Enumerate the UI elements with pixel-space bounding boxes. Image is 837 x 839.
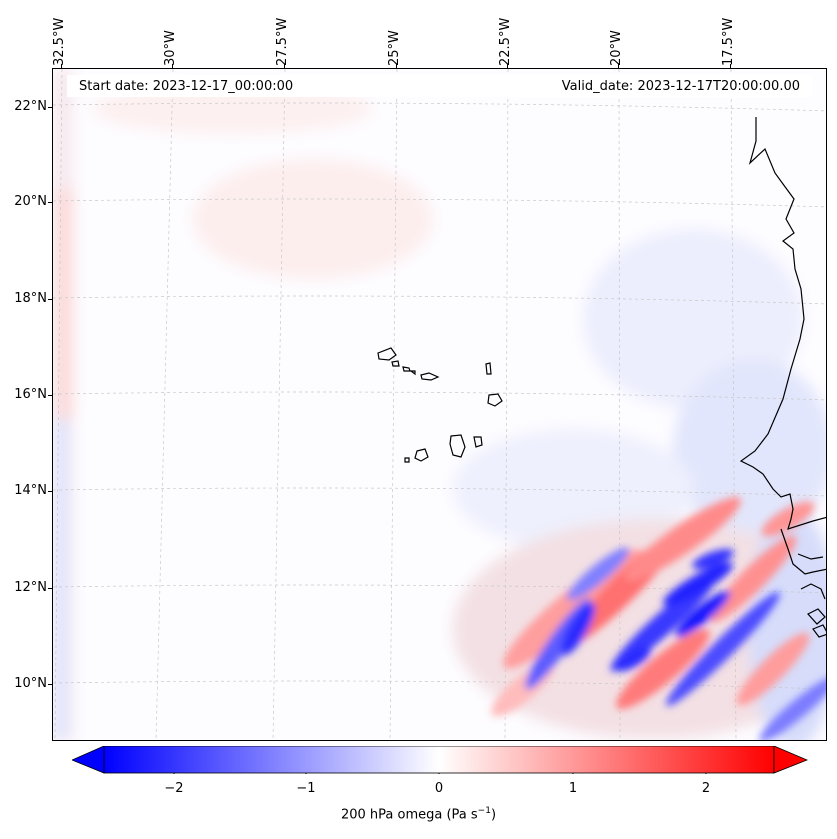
lon-label-30w: 30°W — [163, 30, 178, 66]
lon-tick — [284, 64, 285, 68]
lon-label-20w: 20°W — [609, 30, 624, 66]
lat-tick — [48, 202, 52, 203]
omega-field — [53, 69, 826, 740]
lat-tick — [48, 588, 52, 589]
lon-label-22-5w: 22.5°W — [498, 17, 513, 66]
lat-label-22n: 22°N — [14, 99, 47, 114]
lon-tick — [730, 64, 731, 68]
start-date-label: Start date: 2023-12-17_00:00:00 — [79, 79, 294, 94]
cape-verde-islands — [377, 347, 503, 463]
map-panel: Start date: 2023-12-17_00:00:00 Valid_da… — [52, 68, 827, 741]
colorbar-tick-neg2: −2 — [164, 781, 184, 796]
lat-label-14n: 14°N — [14, 483, 47, 498]
colorbar-ticks — [173, 773, 707, 774]
colorbar-label: 200 hPa omega (Pa s−1) — [340, 806, 497, 823]
lat-label-16n: 16°N — [14, 387, 47, 402]
lon-tick — [172, 64, 173, 68]
colorbar-tick-0: 0 — [434, 781, 444, 796]
lon-tick — [396, 64, 397, 68]
omega-background-field — [53, 69, 826, 740]
coastline — [739, 117, 826, 638]
lon-label-27-5w: 27.5°W — [275, 17, 290, 66]
lon-label-25w: 25°W — [387, 30, 402, 66]
colorbar-extend-low — [72, 746, 105, 774]
lat-label-12n: 12°N — [14, 580, 47, 595]
header-background — [67, 75, 812, 97]
colorbar-tick-1: 1 — [568, 781, 578, 796]
graticule — [53, 69, 826, 740]
lat-tick — [48, 299, 52, 300]
lon-label-32-5w: 32.5°W — [52, 17, 67, 66]
colorbar-ramp — [103, 746, 775, 774]
omega-convective-bands — [491, 497, 826, 740]
colorbar-tick-2: 2 — [701, 781, 711, 796]
colorbar — [72, 746, 808, 774]
lon-label-17-5w: 17.5°W — [721, 17, 736, 66]
lon-tick — [507, 64, 508, 68]
lat-label-18n: 18°N — [14, 291, 47, 306]
lon-tick — [61, 64, 62, 68]
lat-tick — [48, 684, 52, 685]
lat-label-10n: 10°N — [14, 676, 47, 691]
colorbar-tick-neg1: −1 — [296, 781, 316, 796]
colorbar-extend-high — [773, 746, 808, 774]
lat-tick — [48, 107, 52, 108]
lon-tick — [618, 64, 619, 68]
lat-label-20n: 20°N — [14, 194, 47, 209]
valid-date-label: Valid_date: 2023-12-17T20:00:00.00 — [561, 79, 800, 94]
lat-tick — [48, 395, 52, 396]
lat-tick — [48, 491, 52, 492]
